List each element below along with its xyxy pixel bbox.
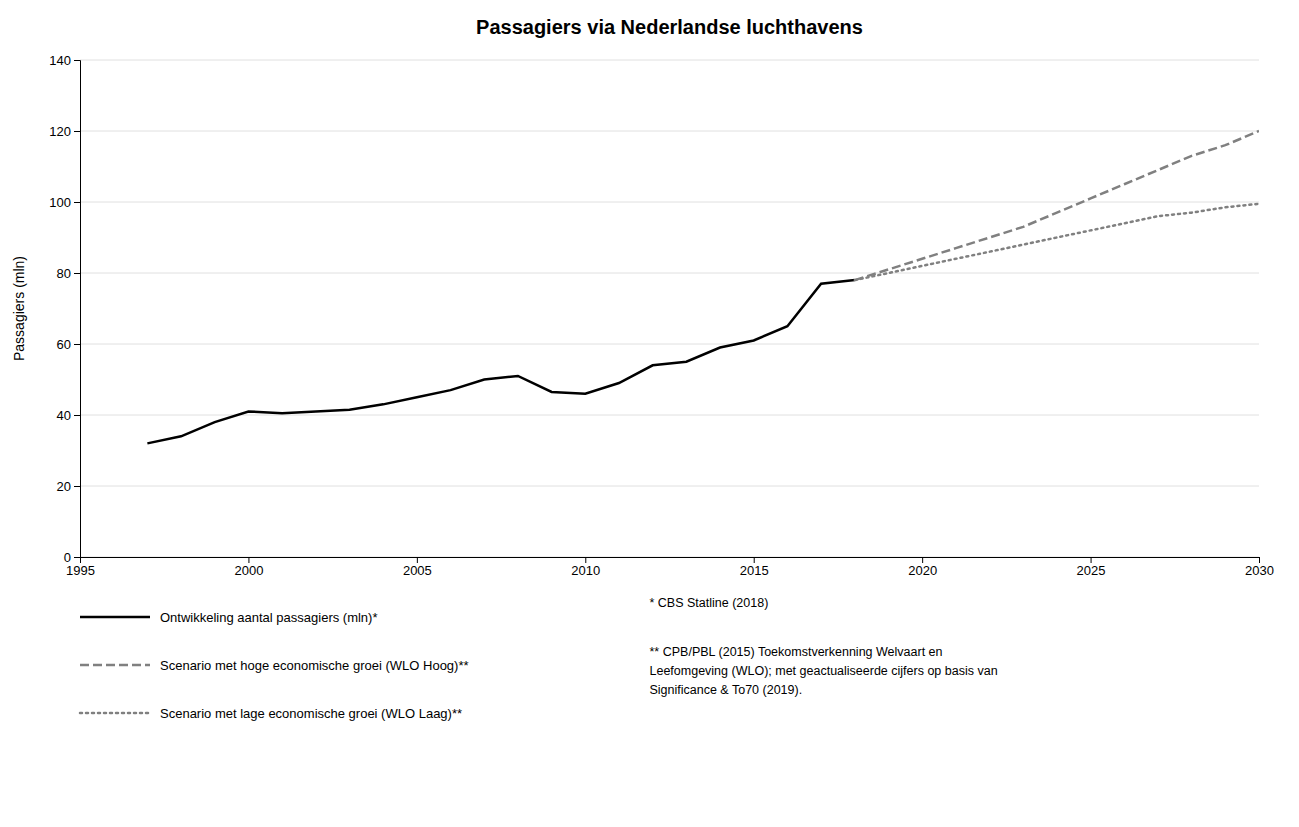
legend-swatch — [80, 664, 150, 667]
x-tick-label: 2000 — [234, 563, 263, 578]
legend-swatch — [80, 712, 150, 715]
x-tick-mark — [417, 557, 418, 563]
footnotes: * CBS Statline (2018) ** CPB/PBL (2015) T… — [650, 596, 998, 697]
legend-label: Scenario met lage economische groei (WLO… — [160, 706, 462, 721]
x-tick: 2015 — [740, 557, 769, 578]
y-tick-label: 100 — [49, 195, 71, 210]
legend-item: Ontwikkeling aantal passagiers (mln)* — [80, 610, 377, 625]
x-tick-mark — [922, 557, 923, 563]
y-tick-label: 0 — [64, 550, 71, 565]
y-tick-mark — [74, 344, 80, 345]
y-tick-label: 80 — [57, 266, 71, 281]
y-tick-mark — [74, 202, 80, 203]
y-tick: 20 — [57, 479, 80, 494]
chart: Passagiers via Nederlandse luchthavens 19… — [0, 0, 1299, 827]
title: Passagiers via Nederlandse luchthavens — [476, 16, 863, 38]
y-tick-mark — [74, 557, 80, 558]
grid-line — [80, 486, 1259, 487]
x-tick-label: 1995 — [66, 563, 95, 578]
y-tick-label: 140 — [49, 53, 71, 68]
x-tick: 2000 — [234, 557, 263, 578]
y-tick-label: 120 — [49, 124, 71, 139]
x-tick-label: 2030 — [1245, 563, 1274, 578]
x-tick: 2010 — [571, 557, 600, 578]
plot-area: 1995 2000 2005 2010 2015 2020 2025 2030 0 20 40 60 8… — [49, 53, 1274, 579]
x-tick-mark — [585, 557, 586, 563]
legend-item: Scenario met hoge economische groei (WLO… — [80, 658, 469, 673]
series-line — [855, 204, 1259, 280]
x-axis: 1995 2000 2005 2010 2015 2020 2025 2030 — [66, 557, 1274, 578]
y-tick-mark — [74, 60, 80, 61]
x-tick-label: 2010 — [571, 563, 600, 578]
grid-line — [80, 131, 1259, 132]
y-tick: 140 — [49, 53, 80, 68]
y-tick: 40 — [57, 408, 80, 423]
y-tick-mark — [74, 131, 80, 132]
footnote: ** CPB/PBL (2015) Toekomstverkenning Wel… — [650, 645, 998, 697]
y-tick-label: 60 — [57, 337, 71, 352]
legend-item: Scenario met lage economische groei (WLO… — [80, 706, 462, 721]
y-tick-mark — [74, 486, 80, 487]
x-tick: 2025 — [1077, 557, 1106, 578]
y-tick-label: 20 — [57, 479, 71, 494]
y-tick-mark — [74, 415, 80, 416]
lines — [147, 131, 1259, 443]
legend-label: Scenario met hoge economische groei (WLO… — [160, 658, 469, 673]
grid-line — [80, 60, 1259, 61]
legend-swatch — [80, 616, 150, 619]
footnote: * CBS Statline (2018) — [650, 596, 769, 610]
series-line — [147, 280, 854, 443]
grid-line — [80, 344, 1259, 345]
x-tick: 2020 — [908, 557, 937, 578]
x-tick: 2030 — [1245, 557, 1274, 578]
x-axis-line — [81, 558, 1260, 564]
y-tick: 0 — [64, 550, 80, 565]
y-axis-title: Passagiers (mln) — [11, 256, 27, 361]
grid-line — [80, 415, 1259, 416]
y-tick: 80 — [57, 266, 80, 281]
x-tick-mark — [248, 557, 249, 563]
legend: Ontwikkeling aantal passagiers (mln)* Sce… — [80, 610, 469, 721]
y-axis-line — [74, 61, 81, 558]
y-tick-mark — [74, 273, 80, 274]
series-line — [855, 131, 1259, 280]
x-tick-mark — [1259, 557, 1260, 563]
y-tick-label: 40 — [57, 408, 71, 423]
x-tick-mark — [754, 557, 755, 563]
y-tick: 120 — [49, 124, 80, 139]
grid-line — [80, 273, 1259, 274]
x-tick-label: 2005 — [403, 563, 432, 578]
x-tick-mark — [1091, 557, 1092, 563]
x-tick-label: 2015 — [740, 563, 769, 578]
y-tick: 100 — [49, 195, 80, 210]
y-axis: 0 20 40 60 80 100 120 140 — [49, 53, 80, 565]
x-tick-label: 2020 — [908, 563, 937, 578]
y-tick: 60 — [57, 337, 80, 352]
legend-label: Ontwikkeling aantal passagiers (mln)* — [160, 610, 377, 625]
grid — [80, 60, 1259, 557]
x-tick: 2005 — [403, 557, 432, 578]
x-tick-label: 2025 — [1077, 563, 1106, 578]
